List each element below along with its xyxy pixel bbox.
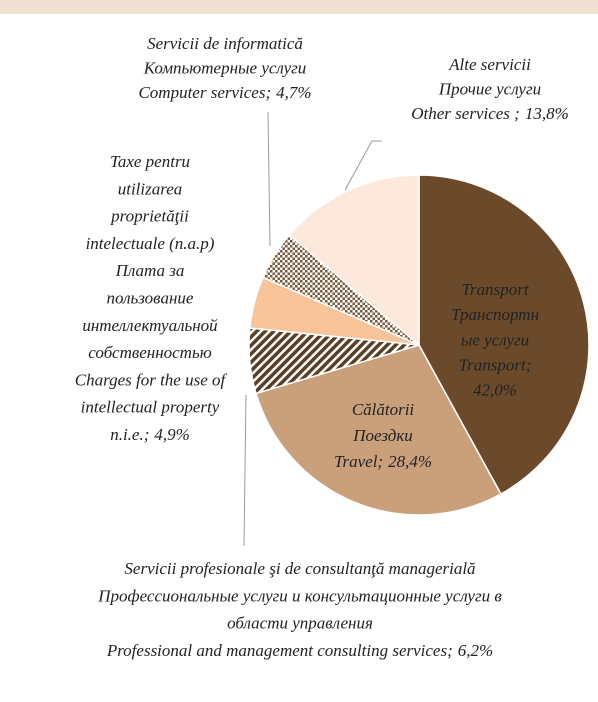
value-label: 42,0% (473, 381, 517, 400)
slice-label-line: ые услуги (461, 330, 529, 349)
value-label: 4,9% (154, 425, 189, 444)
slice-label-line: Other services ; (411, 104, 520, 123)
slice-label-line: области управления (227, 614, 373, 633)
slice-label-line: Professional and management consulting s… (106, 641, 453, 660)
slice-label-line: Компьютерные услуги (143, 58, 307, 77)
value-label: 4,7% (276, 83, 311, 102)
slice-label: Travel; 28,4% (334, 452, 432, 471)
slice-label-line: пользование (107, 288, 194, 307)
slice-label: Transport (461, 280, 529, 299)
slice-label-line: Servicii de informatică (147, 34, 303, 53)
value-label: 13,8% (525, 104, 569, 123)
slice-label: Călătorii (352, 400, 415, 419)
slice-label-line: proprietăţii (110, 207, 189, 226)
slice-label-line: Taxe pentru (110, 152, 190, 171)
slice-label: Servicii profesionale şi de consultanţă … (124, 559, 475, 578)
pie-slice (288, 174, 420, 347)
slice-label: Charges for the use of (75, 370, 228, 389)
slice-label: Taxe pentru (110, 152, 190, 171)
leader-line (243, 394, 247, 547)
slice-label-line: Transport (461, 280, 529, 299)
slice-label-line: Транспортн (451, 305, 539, 324)
slice-label-line: Плата за (115, 261, 185, 280)
slice-label: Транспортн (451, 305, 539, 324)
slice-label: Компьютерные услуги (143, 58, 307, 77)
slice-label: proprietăţii (110, 207, 189, 226)
slice-label: Servicii de informatică (147, 34, 303, 53)
slice-label-line: Transport; (459, 356, 532, 375)
slice-label: Поездки (352, 426, 413, 445)
pie-slice (418, 174, 590, 495)
slice-label: ые услуги (461, 330, 529, 349)
slice-label-line: utilizarea (118, 179, 183, 198)
slice-label-line: Профессиональные услуги и консультационн… (97, 586, 502, 605)
pie-slice (255, 344, 502, 516)
slice-label: Other services ; 13,8% (411, 104, 569, 123)
value-label: 28,4% (388, 452, 432, 471)
slice-label-line: Computer services; (138, 83, 271, 102)
slice-label: utilizarea (118, 179, 183, 198)
slice-label: Transport; (459, 356, 532, 375)
slice-label-line: Travel; (334, 452, 383, 471)
leader-line (267, 111, 271, 247)
slice-label: Прочие услуги (438, 79, 541, 98)
slice-label: Professional and management consulting s… (106, 641, 493, 660)
top-band (0, 0, 598, 14)
slice-label-line: Поездки (352, 426, 413, 445)
slice-label-line: intellectual property (81, 398, 220, 417)
slice-label: Alte servicii (448, 55, 531, 74)
slice-label-line: Servicii profesionale şi de consultanţă … (124, 559, 475, 578)
slice-label: пользование (107, 288, 194, 307)
slice-label: интеллектуальной (82, 316, 218, 335)
slice-label-line: Charges for the use of (75, 370, 228, 389)
slice-label: Плата за (115, 261, 185, 280)
slice-label: собственностью (88, 343, 211, 362)
slice-label-line: собственностью (88, 343, 211, 362)
slice-label-line: интеллектуальной (82, 316, 218, 335)
slice-label-line: Călătorii (352, 400, 415, 419)
slice-label-line: n.i.e.; (110, 425, 149, 444)
slice-label: intelectuale (n.a.p) (86, 234, 215, 253)
slice-label: n.i.e.; 4,9% (110, 425, 190, 444)
value-label: 6,2% (458, 641, 493, 660)
slice-label-line: Прочие услуги (438, 79, 541, 98)
slice-label: области управления (227, 614, 373, 633)
leader-line (344, 140, 382, 191)
slice-label-line: Alte servicii (448, 55, 531, 74)
slice-label: Computer services; 4,7% (138, 83, 311, 102)
slice-label-line: intelectuale (n.a.p) (86, 234, 215, 253)
slice-label: intellectual property (81, 398, 220, 417)
slice-label: Профессиональные услуги и консультационн… (97, 586, 502, 605)
